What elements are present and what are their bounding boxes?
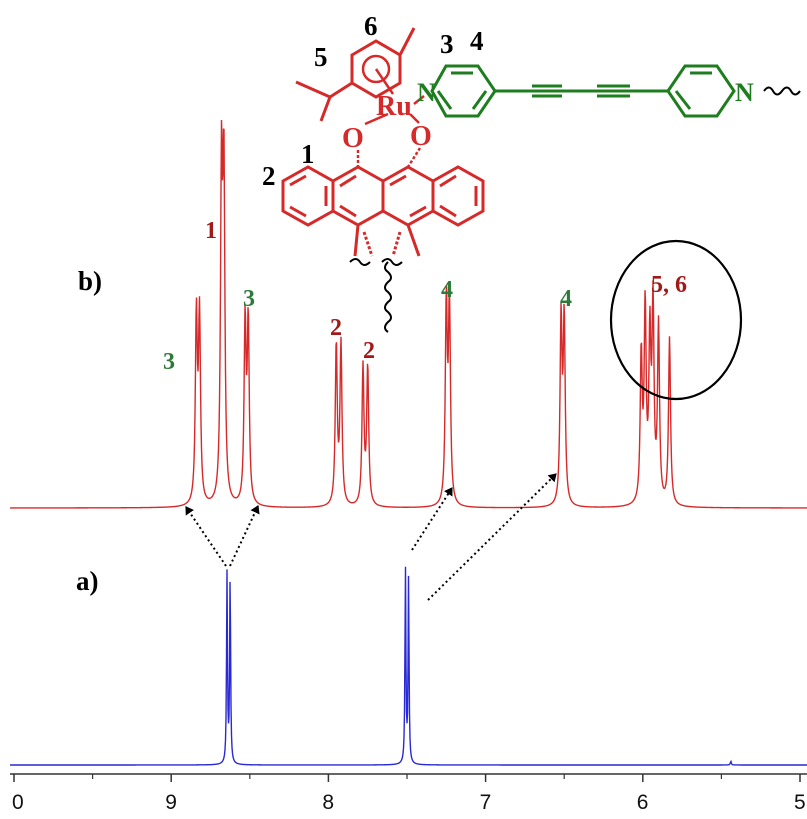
peak-label-3b: 3 (243, 286, 255, 312)
peak-label-3a: 3 (163, 349, 175, 375)
wavy-linker-left (349, 258, 371, 266)
x-axis-ticks: 0 9 8 7 6 5 (12, 774, 806, 814)
cymene-isopropyl-1 (329, 81, 353, 99)
n-right-atom-label: N (735, 78, 754, 107)
peak-label-1: 1 (205, 218, 217, 244)
structure-pos-5: 5 (314, 42, 328, 72)
cymene-isopropyl-3 (319, 96, 332, 122)
x-tick-label-2: 8 (322, 791, 334, 814)
peak-label-4b: 4 (560, 286, 572, 312)
peak-label-2b: 2 (363, 338, 375, 364)
multiplet-ellipse (609, 239, 743, 401)
peak-label-2a: 2 (330, 315, 342, 341)
o-right-atom-label: O (410, 121, 432, 152)
spectrum-a-line (10, 566, 807, 766)
cymene-ru-bond (374, 68, 395, 95)
cymene-methyl (398, 27, 416, 56)
structure-pos-4: 4 (470, 26, 484, 56)
acene-dash-left (362, 231, 374, 257)
structure-pos-1: 1 (301, 139, 315, 169)
series-label-b: b) (78, 266, 102, 296)
acene-substituent-right (406, 224, 421, 257)
ru-o-right-bond (409, 113, 420, 124)
wavy-linker-down (384, 261, 392, 333)
peak-label-comma: , (663, 272, 669, 298)
wavy-linker-right-end (763, 86, 801, 96)
o-right-c-bond (406, 147, 422, 168)
cymene-ring-aromatic (361, 54, 391, 84)
peak-label-5-6: 5, 6 (651, 272, 687, 298)
o-left-atom-label: O (342, 123, 364, 154)
molecule-structure: Ru O O N N 1 2 3 4 5 6 (262, 11, 801, 333)
peak-label-5: 5 (651, 272, 663, 298)
shift-arrow-1 (185, 506, 227, 567)
series-label-a: a) (76, 566, 99, 596)
x-tick-label-5: 5 (794, 791, 806, 814)
structure-pos-2: 2 (262, 161, 276, 191)
ru-o-left-bond (364, 112, 389, 126)
x-tick-label-1: 9 (165, 791, 177, 814)
bipyridyl-ligand (430, 64, 736, 118)
x-tick-label-4: 6 (637, 791, 649, 814)
shift-arrow-4 (427, 473, 557, 601)
wavy-linker-right (381, 258, 403, 266)
peak-point-a-1 (229, 574, 231, 576)
structure-pos-6: 6 (364, 11, 378, 41)
ru-n-bond (413, 95, 425, 105)
peak-label-4a: 4 (441, 277, 453, 303)
peak-label-6: 6 (675, 272, 687, 298)
ru-atom-label: Ru (376, 91, 412, 122)
structure-pos-3: 3 (440, 29, 454, 59)
acene-dash-right (391, 231, 402, 257)
acene-substituent-left (353, 224, 360, 257)
shift-arrow-3 (411, 487, 453, 551)
shift-arrow-2 (229, 505, 260, 567)
acene-rings (281, 165, 485, 227)
spectrum-b-line (10, 119, 807, 509)
cymene-isopropyl-2 (295, 80, 331, 99)
shift-arrows (185, 473, 557, 601)
n-left-atom-label: N (417, 78, 436, 107)
x-tick-label-3: 7 (480, 791, 492, 814)
x-tick-label-0: 0 (12, 791, 24, 814)
